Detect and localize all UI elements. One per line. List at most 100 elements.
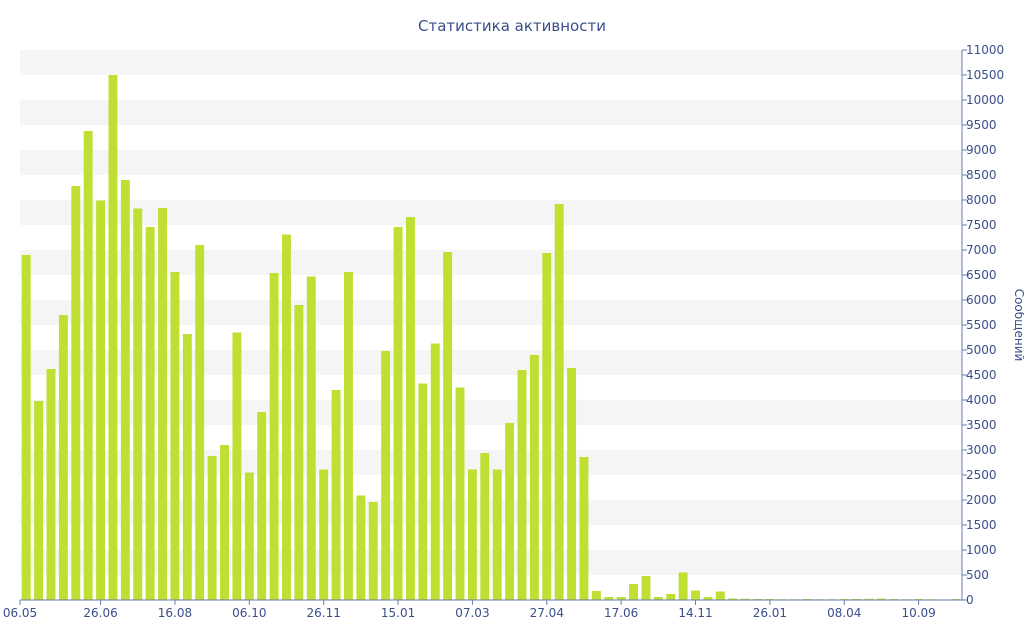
y-tick-label: 5000: [966, 343, 997, 357]
y-tick-label: 3000: [966, 443, 997, 457]
x-tick-label: 06.05: [3, 606, 37, 620]
y-tick-label: 6500: [966, 268, 997, 282]
bar: [467, 469, 477, 600]
bar: [430, 343, 440, 600]
bar: [232, 332, 242, 600]
bar: [653, 597, 663, 600]
bar: [269, 273, 279, 600]
bar: [34, 401, 44, 600]
y-axis-label: Сообщений: [1012, 289, 1024, 362]
y-tick-label: 8500: [966, 168, 997, 182]
x-tick-label: 07.03: [455, 606, 489, 620]
y-tick-label: 3500: [966, 418, 997, 432]
x-tick-label: 08.04: [827, 606, 861, 620]
x-tick-labels: 06.05 26.06 16.08 06.10 26.11 15.01 07.03 27.04…: [3, 606, 936, 620]
bar: [182, 334, 192, 600]
y-tick-label: 9000: [966, 143, 997, 157]
bar: [195, 245, 205, 600]
bar: [220, 445, 229, 600]
bar: [864, 598, 874, 600]
bar: [356, 495, 366, 600]
grid-band: [20, 250, 962, 275]
bar: [666, 594, 676, 600]
bar: [492, 469, 502, 600]
bar: [158, 208, 168, 600]
bar: [443, 252, 453, 600]
bar: [21, 255, 31, 600]
grid-band: [20, 100, 962, 125]
bar: [244, 472, 254, 600]
x-tick-label: 06.10: [232, 606, 266, 620]
bar: [405, 217, 415, 600]
bar: [455, 387, 465, 600]
y-tick-label: 4500: [966, 368, 997, 382]
bar: [616, 597, 626, 600]
y-tick-label: 6000: [966, 293, 997, 307]
x-tick-label: 27.04: [530, 606, 564, 620]
chart-title: Статистика активности: [418, 17, 606, 35]
bar: [294, 305, 304, 600]
bar: [517, 370, 527, 600]
grid-band: [20, 200, 962, 225]
y-tick-label: 8000: [966, 193, 997, 207]
grid-band: [20, 150, 962, 175]
y-tick-label: 4000: [966, 393, 997, 407]
y-tick-label: 2000: [966, 493, 997, 507]
bar: [170, 272, 180, 600]
x-tick-label: 26.06: [83, 606, 117, 620]
x-tick-label: 26.11: [306, 606, 340, 620]
bar: [629, 584, 639, 600]
bar: [71, 186, 81, 600]
bar: [207, 456, 217, 600]
y-tick-labels: 0 500 1000 1500 2000 2500 3000 3500 4000 4500 5000…: [966, 43, 1004, 607]
bar: [368, 502, 378, 600]
grid-band: [20, 50, 962, 75]
y-tick-label: 1000: [966, 543, 997, 557]
bar: [381, 351, 391, 600]
y-tick-label: 1500: [966, 518, 997, 532]
bar: [604, 597, 614, 600]
x-tick-label: 14.11: [678, 606, 712, 620]
bar: [257, 412, 267, 600]
y-tick-label: 7000: [966, 243, 997, 257]
bar: [393, 227, 403, 600]
bar: [740, 598, 750, 600]
bar: [282, 234, 291, 600]
y-tick-label: 500: [966, 568, 989, 582]
x-tick-label: 16.08: [158, 606, 192, 620]
y-tick-label: 11000: [966, 43, 1004, 57]
bar: [505, 423, 515, 600]
bar: [108, 75, 118, 600]
bar: [641, 576, 651, 600]
bar: [567, 368, 577, 600]
x-tick-label: 26.01: [753, 606, 787, 620]
y-tick-label: 2500: [966, 468, 997, 482]
bar: [703, 597, 713, 600]
y-tick-label: 5500: [966, 318, 997, 332]
bar: [529, 355, 539, 600]
bar: [480, 453, 490, 600]
bar: [343, 272, 353, 600]
bar: [133, 208, 143, 600]
bar: [579, 457, 589, 600]
bar: [691, 590, 700, 600]
bars: [21, 75, 961, 600]
bar: [58, 315, 68, 600]
y-tick-label: 9500: [966, 118, 997, 132]
bar: [120, 180, 130, 600]
bar: [678, 572, 688, 600]
bar: [715, 591, 725, 600]
bar: [46, 369, 56, 600]
bar: [728, 598, 738, 600]
bar: [554, 204, 564, 600]
x-tick-label: 15.01: [381, 606, 415, 620]
axes: [19, 49, 967, 605]
x-tick-label: 17.06: [604, 606, 638, 620]
y-tick-label: 10500: [966, 68, 1004, 82]
bar: [319, 469, 329, 600]
bar: [145, 227, 155, 600]
bar: [331, 390, 341, 600]
bar: [306, 276, 316, 600]
